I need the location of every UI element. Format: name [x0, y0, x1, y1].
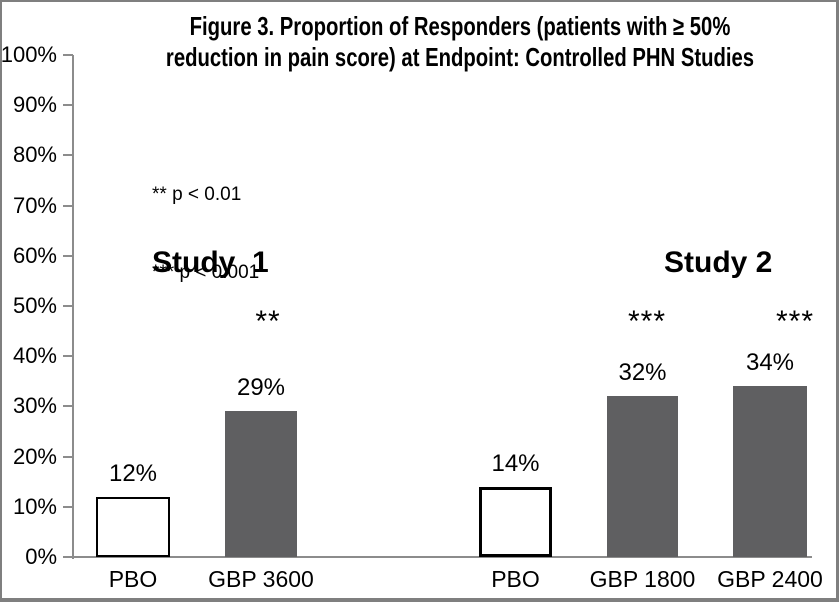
bar-value-label-gbp-2400: 34% [745, 349, 795, 376]
y-tick-mark [63, 104, 73, 107]
study-1-label: Study 1 [152, 246, 269, 279]
significance-marker-gbp-1800: *** [627, 305, 667, 338]
significance-marker-gbp-3600: ** [255, 305, 281, 338]
x-category-label-gbp-3600: GBP 3600 [208, 566, 314, 592]
y-tick-mark [63, 305, 73, 307]
y-tick-mark [63, 54, 73, 56]
bar-value-label-gbp-1800: 32% [618, 359, 667, 386]
y-tick-mark [63, 204, 73, 207]
y-tick-label: 90% [12, 92, 57, 118]
bar-value-label-gbp-3600: 29% [236, 374, 286, 401]
bar-pbo [96, 497, 170, 557]
y-tick-mark [63, 154, 73, 157]
x-category-label-pbo: PBO [108, 566, 158, 592]
bar-pbo [479, 487, 552, 557]
bar-gbp-3600 [225, 411, 297, 557]
x-axis-line [63, 556, 812, 558]
y-tick-label: 30% [12, 393, 57, 419]
bar-value-label-pbo: 12% [108, 460, 158, 487]
chart-title: Figure 3. Proportion of Responders (pati… [166, 11, 754, 73]
y-tick-mark [63, 455, 73, 458]
x-category-label-pbo: PBO [491, 566, 540, 592]
chart-title-line-1: Figure 3. Proportion of Responders (pati… [189, 11, 731, 41]
y-tick-mark [63, 355, 73, 358]
bar-gbp-1800 [607, 396, 678, 557]
legend-line-p-0-001: *** p < 0.001 [152, 262, 260, 283]
y-tick-label: 60% [12, 242, 57, 268]
y-tick-label: 20% [12, 443, 57, 469]
y-tick-label: 100% [0, 42, 57, 67]
y-tick-label: 80% [12, 142, 57, 168]
y-tick-label: 70% [12, 192, 57, 218]
bar-gbp-2400 [733, 386, 807, 557]
y-tick-mark [63, 505, 73, 508]
y-tick-label: 0% [25, 544, 57, 569]
y-tick-mark [63, 254, 73, 257]
y-tick-label: 40% [12, 343, 57, 369]
bar-value-label-pbo: 14% [491, 450, 540, 477]
study-2-label: Study 2 [664, 246, 773, 279]
y-tick-label: 10% [12, 493, 57, 519]
legend-line-p-0-01: ** p < 0.01 [152, 184, 242, 205]
x-category-label-gbp-1800: GBP 1800 [589, 566, 696, 592]
chart-title-line-2: reduction in pain score) at Endpoint: Co… [165, 42, 755, 72]
x-category-label-gbp-2400: GBP 2400 [717, 566, 823, 592]
significance-marker-gbp-2400: *** [775, 305, 815, 338]
y-tick-label: 50% [12, 293, 57, 318]
y-tick-mark [63, 405, 73, 408]
y-axis-line [72, 55, 74, 559]
significance-legend: ** p < 0.01 *** p < 0.001 [152, 130, 259, 338]
